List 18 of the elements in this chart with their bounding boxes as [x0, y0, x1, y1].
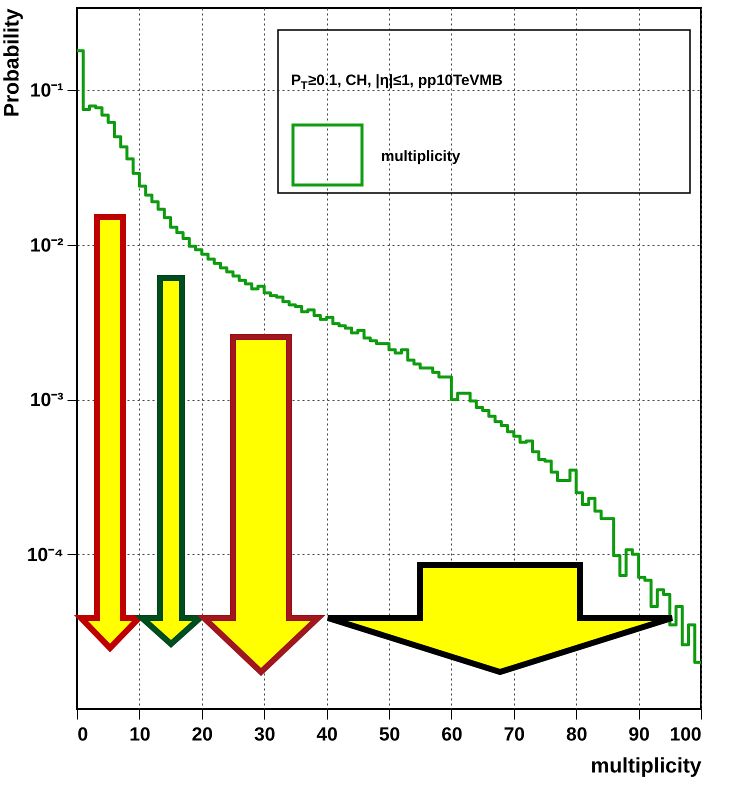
- x-tick-label: 40: [316, 724, 338, 746]
- x-tick-label: 20: [192, 724, 213, 746]
- y-axis-title: Probability: [0, 8, 24, 118]
- text: multiplicity: [381, 148, 461, 165]
- y-tick-label: 10⁻⁴: [26, 544, 64, 566]
- x-tick-label: 70: [504, 724, 525, 746]
- x-tick-label: 10: [129, 724, 150, 746]
- y-tick-label: 10⁻²: [30, 235, 64, 256]
- x-tick-label: 60: [441, 724, 462, 746]
- x-tick-label: 90: [628, 724, 650, 746]
- x-tick-label: 80: [566, 724, 588, 746]
- x-tick-label: 0: [78, 724, 88, 746]
- x-axis-title: multiplicity: [590, 754, 702, 778]
- x-tick-label: 100: [670, 724, 702, 746]
- y-tick-label: 10⁻¹: [30, 80, 64, 102]
- y-tick-label: 10⁻³: [30, 390, 64, 412]
- x-tick-label: 50: [378, 724, 400, 746]
- x-tick-label: 30: [254, 724, 276, 746]
